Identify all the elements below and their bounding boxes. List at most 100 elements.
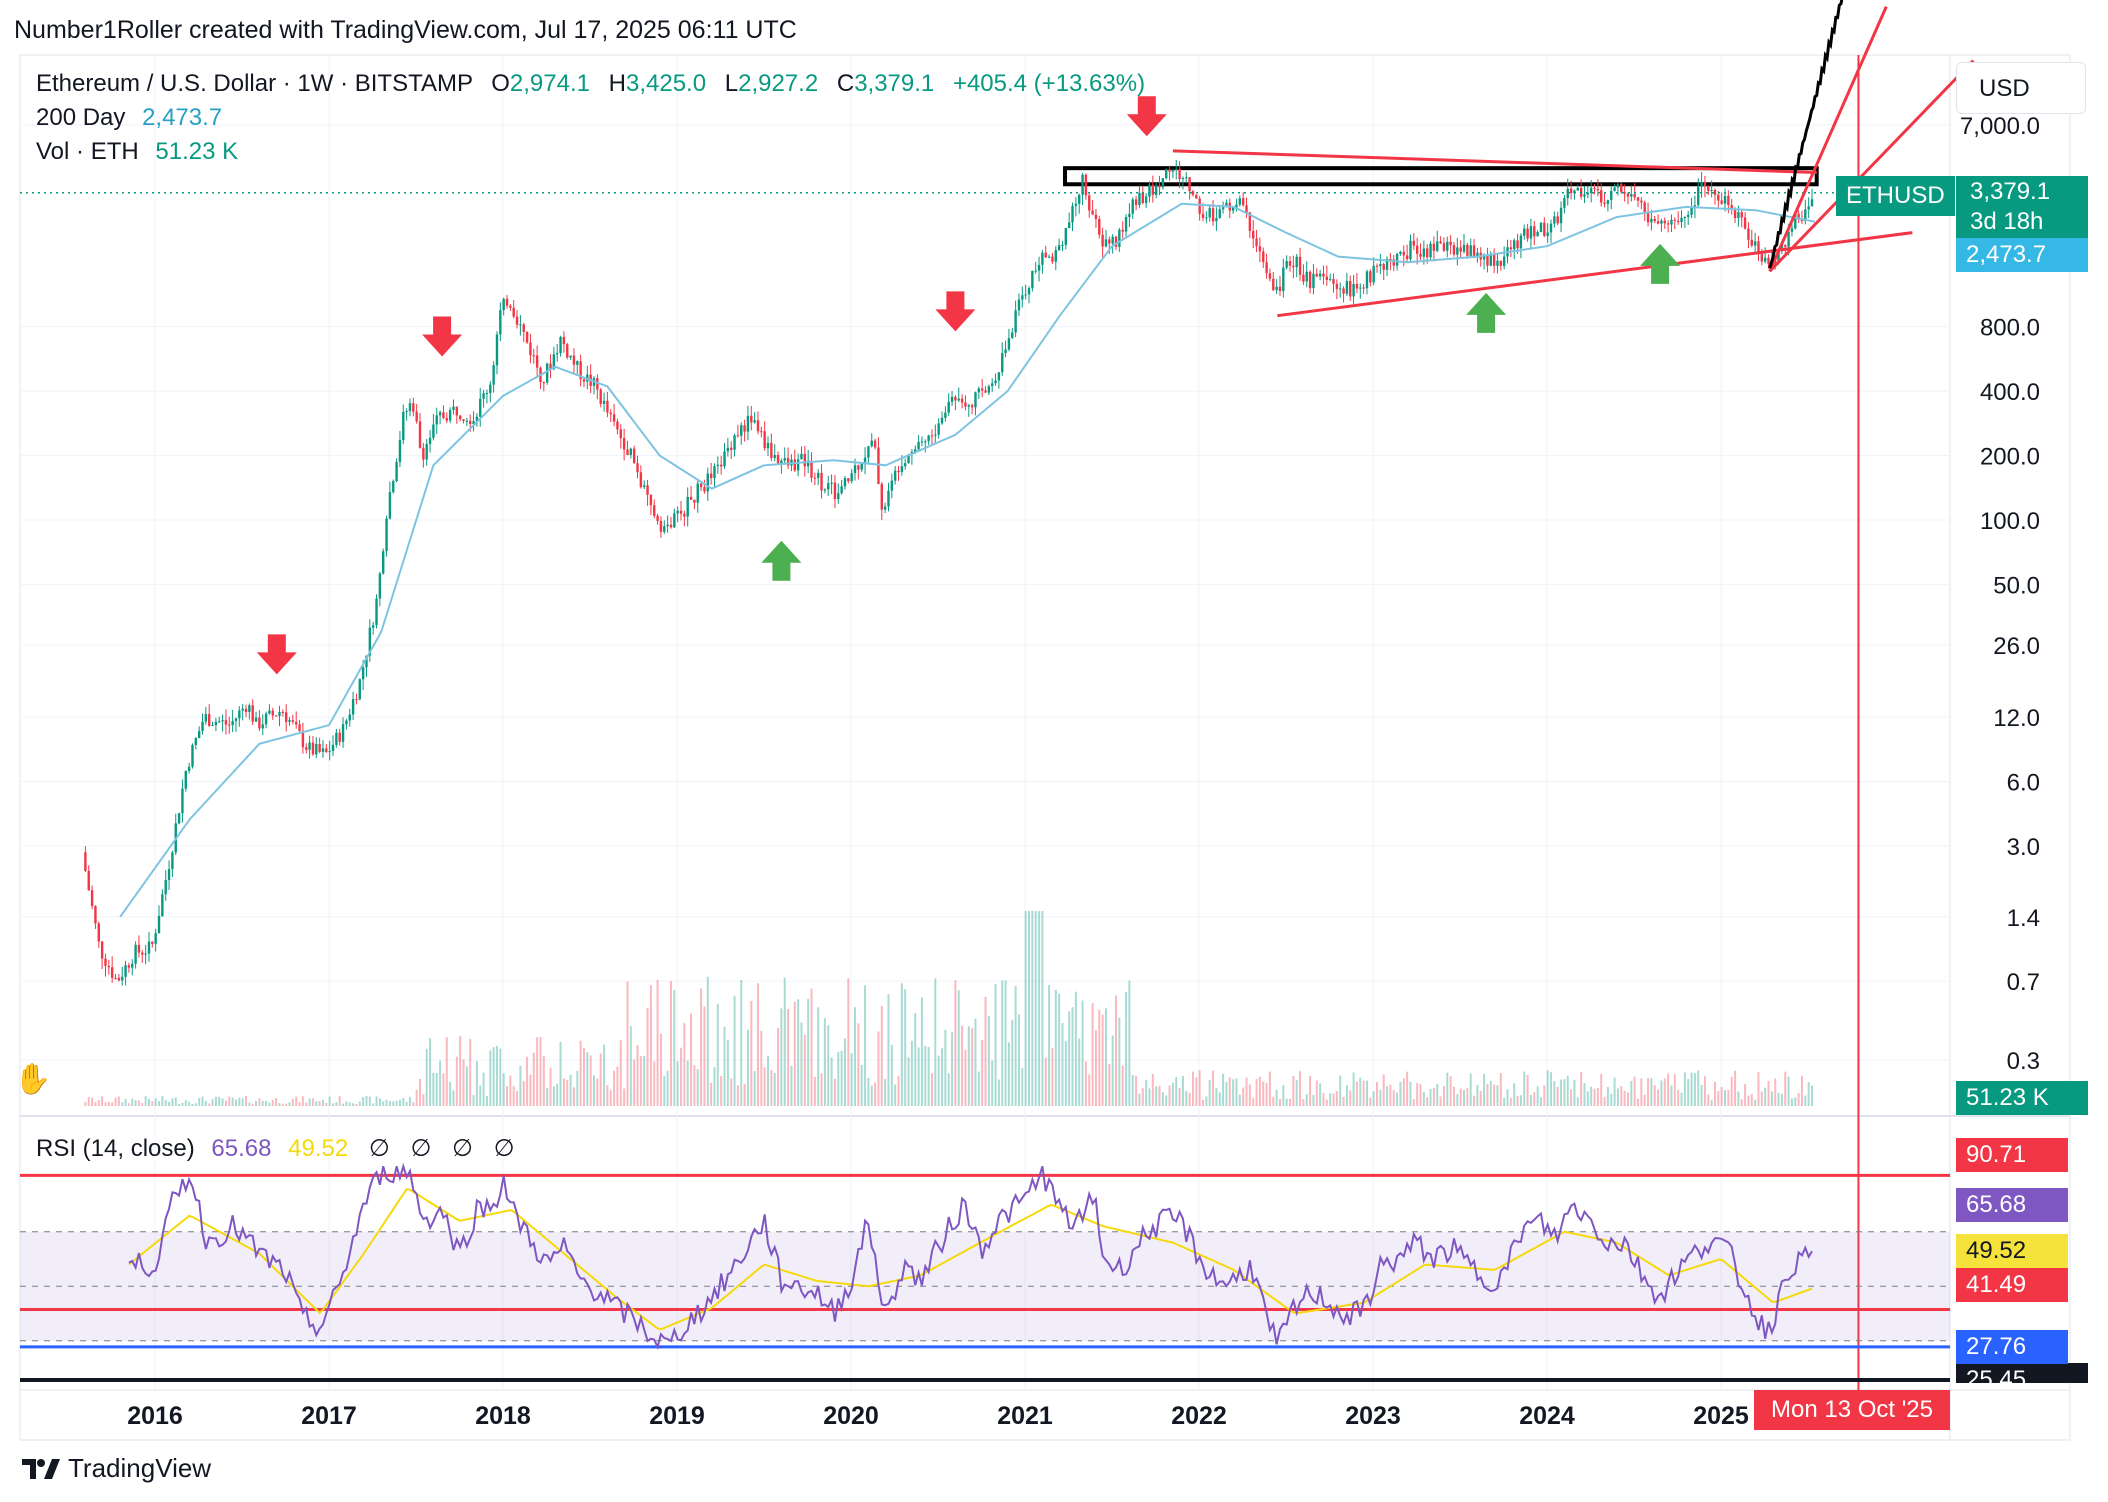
empty-value: ∅ [452, 1135, 473, 1162]
candle-body [900, 466, 904, 473]
candle-body [1255, 238, 1258, 247]
rsi-ma-line [128, 1188, 1813, 1331]
candle-body [1810, 199, 1814, 207]
candle-body [917, 441, 920, 450]
volume-bar [526, 1056, 529, 1106]
rsi-legend[interactable]: RSI (14, close) 65.68 49.52 ∅ ∅ ∅ ∅ [36, 1134, 515, 1163]
volume-bar [1750, 1094, 1753, 1106]
volume-bar [104, 1102, 107, 1106]
volume-bar [516, 1091, 519, 1106]
candle-body [977, 388, 981, 393]
volume-bar [214, 1096, 217, 1106]
candle-body [425, 443, 428, 460]
candle-body [1683, 217, 1687, 219]
candle-body [632, 448, 636, 464]
candle-body [1446, 241, 1449, 251]
candle-body [1676, 220, 1680, 223]
candle-body [689, 496, 693, 500]
candle-body [1198, 198, 1201, 214]
volume-bar [321, 1099, 324, 1106]
candle-body [110, 967, 114, 978]
candle-body [699, 483, 703, 488]
candle-body [1308, 271, 1312, 289]
volume-bar [690, 1013, 693, 1106]
ohlc-low: L2,927.2 [724, 70, 819, 97]
candle-body [629, 448, 633, 455]
candle-body [750, 415, 753, 423]
candle-body [1275, 286, 1278, 291]
candle-body [509, 305, 512, 308]
volume-bar [485, 1095, 488, 1106]
volume-bar [288, 1102, 291, 1106]
candle-body [1178, 168, 1181, 179]
candle-body [1339, 288, 1342, 290]
candle-body [1205, 217, 1208, 219]
volume-bar [191, 1103, 194, 1106]
candle-body [1442, 243, 1446, 251]
volume-bar [1724, 1090, 1727, 1106]
ma-legend[interactable]: 200 Day 2,473.7 [36, 104, 222, 132]
volume-bar [659, 1033, 662, 1106]
volume-bar [318, 1100, 321, 1106]
candle-body [857, 465, 860, 470]
volume-bar [713, 1067, 716, 1106]
candle-body [666, 524, 669, 527]
volume-bar [338, 1096, 341, 1106]
symbol-title[interactable]: Ethereum / U.S. Dollar · 1W · BITSTAMP [36, 70, 473, 97]
candle-body [1325, 276, 1329, 280]
time-axis-label: 2018 [475, 1402, 531, 1430]
candle-body [1449, 241, 1452, 246]
candle-body [201, 721, 204, 731]
volume-bar [1693, 1073, 1696, 1106]
candle-body [1252, 231, 1255, 239]
volume-bar [833, 1078, 836, 1106]
candle-body [492, 365, 495, 385]
footer-brand[interactable]: TradingView [22, 1453, 211, 1484]
volume-bar [1529, 1095, 1532, 1106]
candle-body [753, 420, 756, 423]
volume-bar [907, 1057, 910, 1106]
candle-body [549, 363, 552, 370]
volume-bar [686, 1060, 689, 1106]
volume-bar [1593, 1088, 1596, 1106]
candle-body [1168, 169, 1171, 172]
candle-body [556, 353, 559, 355]
volume-bar [944, 1029, 947, 1106]
volume-bar [1258, 1076, 1261, 1106]
volume-bar [1195, 1077, 1198, 1106]
candle-body [218, 721, 221, 723]
candle-body [760, 431, 763, 433]
volume-bar [1570, 1089, 1573, 1106]
candle-body [204, 714, 208, 722]
candle-body [1472, 245, 1476, 258]
candle-body [1539, 222, 1543, 233]
rsi-value: 65.68 [211, 1135, 272, 1162]
candle-body [241, 708, 244, 711]
volume-bar [1064, 1041, 1067, 1106]
volume-bar [867, 1077, 870, 1106]
volume-bar [315, 1101, 318, 1106]
candle-body [525, 331, 529, 343]
volume-bar [1800, 1075, 1803, 1106]
volume-bar [1339, 1075, 1342, 1106]
volume-legend[interactable]: Vol · ETH 51.23 K [36, 138, 238, 166]
drawing-handle-icon[interactable]: ✋ [14, 1062, 52, 1097]
candle-body [1767, 257, 1770, 264]
volume-bar [1325, 1099, 1328, 1106]
candle-body [1559, 207, 1563, 224]
volume-bar [1680, 1092, 1683, 1106]
currency-button[interactable]: USD [1956, 62, 2086, 114]
candle-body [820, 472, 823, 491]
volume-bar [459, 1036, 462, 1106]
candle-body [318, 744, 321, 752]
volume-bar [1191, 1071, 1194, 1106]
candle-body [1436, 241, 1439, 251]
candle-body [649, 494, 653, 506]
candle-body [1456, 247, 1459, 255]
rsi-line [128, 1162, 1813, 1350]
down-arrow-icon [422, 316, 463, 357]
candle-body [1529, 226, 1533, 239]
volume-bar [412, 1102, 415, 1106]
candle-body [1064, 228, 1068, 245]
